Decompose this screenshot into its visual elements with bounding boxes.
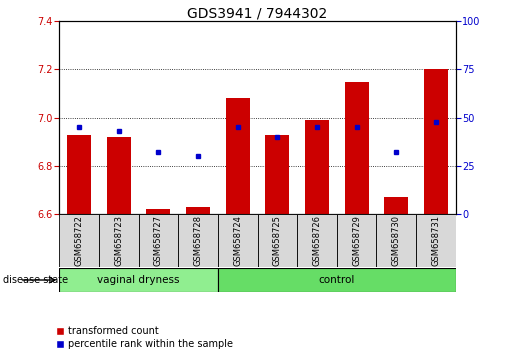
Bar <box>258 214 297 267</box>
Bar <box>416 214 456 267</box>
Bar <box>186 207 210 214</box>
Bar <box>384 197 408 214</box>
Bar <box>139 214 178 267</box>
Text: GSM658725: GSM658725 <box>273 215 282 266</box>
Bar <box>218 214 258 267</box>
Bar <box>218 268 456 292</box>
Bar <box>297 214 337 267</box>
Bar <box>59 268 218 292</box>
Bar <box>265 135 289 214</box>
Bar <box>107 137 131 214</box>
Text: control: control <box>319 275 355 285</box>
Text: GSM658722: GSM658722 <box>75 215 83 266</box>
Bar <box>345 81 369 214</box>
Text: GSM658728: GSM658728 <box>194 215 202 266</box>
Text: disease state: disease state <box>3 275 67 285</box>
Title: GDS3941 / 7944302: GDS3941 / 7944302 <box>187 6 328 20</box>
Text: GSM658723: GSM658723 <box>114 215 123 266</box>
Text: GSM658724: GSM658724 <box>233 215 242 266</box>
Legend: transformed count, percentile rank within the sample: transformed count, percentile rank withi… <box>56 326 233 349</box>
Text: GSM658730: GSM658730 <box>392 215 401 266</box>
Bar <box>376 214 416 267</box>
Bar <box>337 214 376 267</box>
Text: GSM658727: GSM658727 <box>154 215 163 266</box>
Bar <box>146 209 170 214</box>
Bar <box>67 135 91 214</box>
Text: GSM658731: GSM658731 <box>432 215 440 266</box>
Bar <box>59 214 99 267</box>
Bar <box>424 69 448 214</box>
Text: GSM658729: GSM658729 <box>352 215 361 266</box>
Text: vaginal dryness: vaginal dryness <box>97 275 180 285</box>
Bar <box>226 98 250 214</box>
Bar <box>99 214 139 267</box>
Bar <box>305 120 329 214</box>
Text: GSM658726: GSM658726 <box>313 215 321 266</box>
Bar <box>178 214 218 267</box>
